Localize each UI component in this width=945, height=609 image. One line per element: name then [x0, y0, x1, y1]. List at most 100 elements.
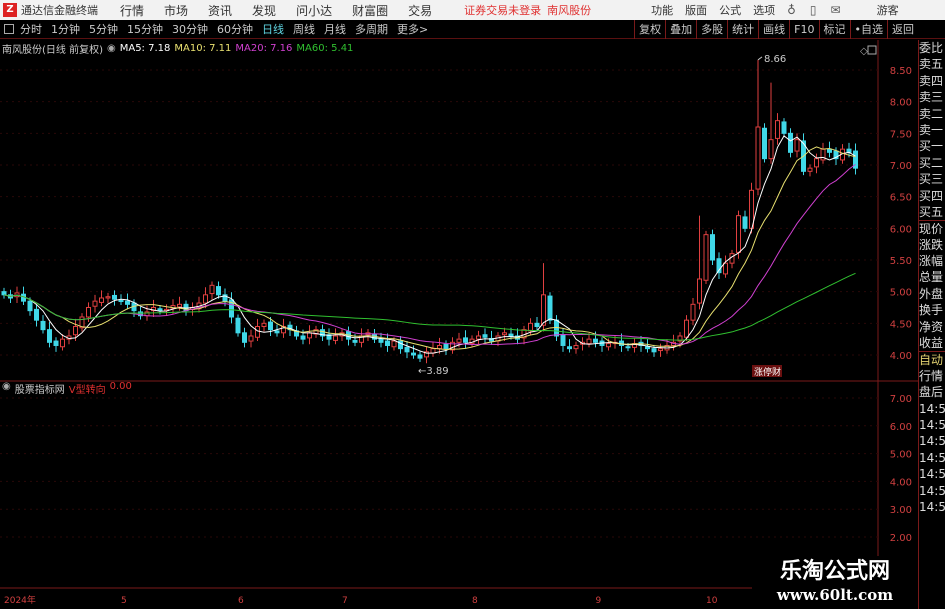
sidebar-label: 14:50	[919, 483, 945, 498]
candle	[411, 345, 416, 359]
phone-icon[interactable]: ▯	[809, 3, 817, 17]
menu-item-5[interactable]: 财富圈	[352, 3, 389, 18]
candle	[255, 318, 260, 342]
period-tab-0[interactable]: 分时	[20, 23, 42, 36]
indicator-name: 股票指标网	[14, 385, 65, 396]
event-tag-label: 涨停财	[754, 366, 781, 378]
tool-button-8[interactable]: 返回	[887, 20, 918, 39]
ma10-line	[3, 146, 856, 350]
right-menu-item-2[interactable]: 公式	[719, 4, 742, 17]
time-tick-label: 10	[706, 596, 718, 606]
tool-button-6[interactable]: 标记	[818, 20, 850, 39]
period-tab-8[interactable]: 月线	[324, 23, 346, 36]
period-tab-1[interactable]: 1分钟	[51, 23, 80, 36]
diamond-icon[interactable]: ◇	[860, 46, 868, 57]
login-status[interactable]: 证券交易未登录	[464, 4, 542, 17]
tool-button-4[interactable]: 画线	[758, 20, 789, 39]
candle	[209, 281, 215, 300]
indicator-tick-label: 3.00	[890, 505, 912, 516]
candle	[307, 325, 312, 345]
candle	[476, 330, 481, 345]
menu-item-6[interactable]: 交易	[408, 3, 433, 18]
app-title: 通达信金融终端	[21, 4, 98, 17]
tool-button-0[interactable]: 复权	[634, 20, 665, 39]
bell-icon[interactable]: ♁	[787, 3, 796, 17]
candle	[755, 59, 761, 196]
ma60-line	[3, 272, 856, 341]
tool-button-5[interactable]: F10	[789, 20, 818, 39]
sidebar-label: 卖五	[919, 57, 944, 72]
period-tab-6[interactable]: 日线	[262, 23, 284, 36]
user-name[interactable]: 游客	[876, 4, 899, 17]
panel-icon[interactable]	[867, 45, 877, 55]
menu-item-3[interactable]: 发现	[252, 3, 277, 18]
sidebar-label: 委比	[919, 41, 944, 55]
candle	[762, 123, 767, 163]
period-tab-9[interactable]: 多周期	[355, 23, 388, 36]
period-tab-3[interactable]: 15分钟	[127, 23, 163, 36]
sidebar-label: 盘后	[919, 385, 944, 400]
candle	[378, 332, 384, 348]
candle	[768, 82, 774, 164]
menu-item-0[interactable]: 行情	[120, 3, 145, 18]
sidebar-label: 买三	[919, 172, 944, 187]
sidebar-label: 外盘	[919, 286, 944, 301]
candle	[781, 118, 787, 138]
menu-item-1[interactable]: 市场	[164, 3, 189, 18]
tool-button-2[interactable]: 多股	[696, 20, 727, 39]
period-tab-2[interactable]: 5分钟	[89, 23, 118, 36]
kline-chart[interactable]: ◇ 8.50 8.00 7.50 7.00 6.50 6.00 5.50 5.00 4.50 4.0…	[0, 40, 918, 609]
candle	[697, 215, 702, 310]
candle	[196, 296, 202, 313]
right-menu: 功能 版面 公式 选项	[651, 2, 787, 18]
candle	[482, 328, 488, 344]
price-tick-label: 7.50	[890, 129, 912, 140]
settings-circle-icon[interactable]: ◉	[2, 381, 11, 392]
sidebar-label: 收益	[919, 336, 944, 351]
candle	[27, 297, 33, 316]
candle	[229, 292, 234, 324]
right-menu-item-3[interactable]: 选项	[753, 4, 776, 17]
indicator-label: V型转向	[68, 385, 106, 396]
period-tab-10[interactable]: 更多>	[397, 23, 429, 36]
tool-button-7[interactable]: •自选	[849, 20, 888, 39]
sidebar-label: 卖二	[919, 106, 944, 121]
candle	[365, 329, 371, 342]
right-menu-item-0[interactable]: 功能	[651, 4, 674, 17]
price-tick-label: 4.00	[890, 351, 912, 362]
tool-button-1[interactable]: 叠加	[665, 20, 696, 39]
chart-info-bar: 南风股份(日线 前复权) ◉ MA5: 7.18 MA10: 7.11 MA20…	[2, 41, 353, 56]
price-tick-label: 6.00	[890, 224, 912, 235]
menu-item-4[interactable]: 问小达	[296, 3, 333, 18]
candle	[92, 294, 98, 313]
candle	[853, 143, 858, 175]
message-icon[interactable]: ✉	[830, 3, 841, 17]
app-logo-icon: Z	[3, 3, 17, 17]
candle	[430, 342, 436, 357]
menu-bar: Z 通达信金融终端 行情 市场 资讯 发现 问小达 财富圈 交易 证券交易未登录 南风股份 …	[0, 0, 945, 20]
candle	[242, 327, 247, 348]
candle	[105, 292, 111, 304]
candle	[1, 287, 7, 299]
tool-button-3[interactable]: 统计	[727, 20, 758, 39]
right-menu-item-1[interactable]: 版面	[685, 4, 708, 17]
candle	[404, 341, 410, 359]
sidebar-label: 净资	[919, 319, 944, 334]
indicator-tick-label: 7.00	[890, 394, 912, 405]
watermark-url: www.60lt.com	[776, 586, 894, 604]
period-tab-7[interactable]: 周线	[293, 23, 315, 36]
panel-toggle-icon[interactable]	[4, 24, 14, 34]
period-tab-5[interactable]: 60分钟	[217, 23, 253, 36]
candle	[443, 340, 449, 355]
sidebar-label: 14:50	[919, 467, 945, 482]
candle	[203, 287, 208, 309]
event-tag[interactable]: 涨停财	[752, 365, 782, 378]
indicator-tick-label: 6.00	[890, 422, 912, 433]
settings-circle-icon[interactable]: ◉	[106, 43, 116, 54]
period-tab-4[interactable]: 30分钟	[172, 23, 208, 36]
candle	[814, 153, 819, 174]
menu-item-2[interactable]: 资讯	[208, 3, 233, 18]
stock-title: 南风股份(日线 前复权)	[2, 45, 103, 56]
sidebar-label: 14:50	[919, 401, 945, 416]
candle	[703, 230, 709, 285]
